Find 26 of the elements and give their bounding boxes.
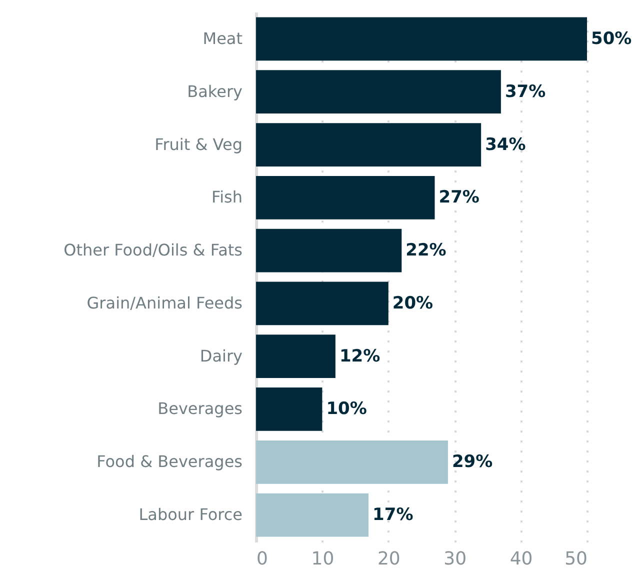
x-tick-label: 50 xyxy=(564,548,588,570)
data-label: 50% xyxy=(591,28,632,49)
y-tick-label: Beverages xyxy=(158,399,242,418)
y-tick-label: Dairy xyxy=(200,346,242,366)
x-tick-label: 10 xyxy=(311,548,334,570)
data-label: 29% xyxy=(452,452,493,472)
data-label: 37% xyxy=(504,82,546,102)
data-label: 12% xyxy=(339,346,380,366)
x-tick-label: 30 xyxy=(444,548,467,570)
data-label: 22% xyxy=(406,240,446,261)
x-tick-label: 20 xyxy=(377,548,400,570)
y-tick-label: Fish xyxy=(212,188,242,207)
y-tick-label: Meat xyxy=(202,28,242,48)
data-label: 10% xyxy=(326,399,367,420)
y-tick-label: Fruit & Veg xyxy=(154,134,242,154)
data-label: 20% xyxy=(392,293,434,314)
y-tick-label: Other Food/Oils & Fats xyxy=(64,240,242,260)
y-tick-label: Labour Force xyxy=(138,505,242,524)
x-tick-label: 40 xyxy=(510,548,533,570)
y-tick-label: Grain/Animal Feeds xyxy=(86,293,242,312)
data-label: 27% xyxy=(438,188,480,208)
x-tick-label: 0 xyxy=(256,548,268,570)
y-tick-label: Food & Beverages xyxy=(96,452,242,472)
y-tick-label: Bakery xyxy=(187,82,242,101)
data-label: 17% xyxy=(372,505,414,526)
data-label: 34% xyxy=(485,134,526,155)
